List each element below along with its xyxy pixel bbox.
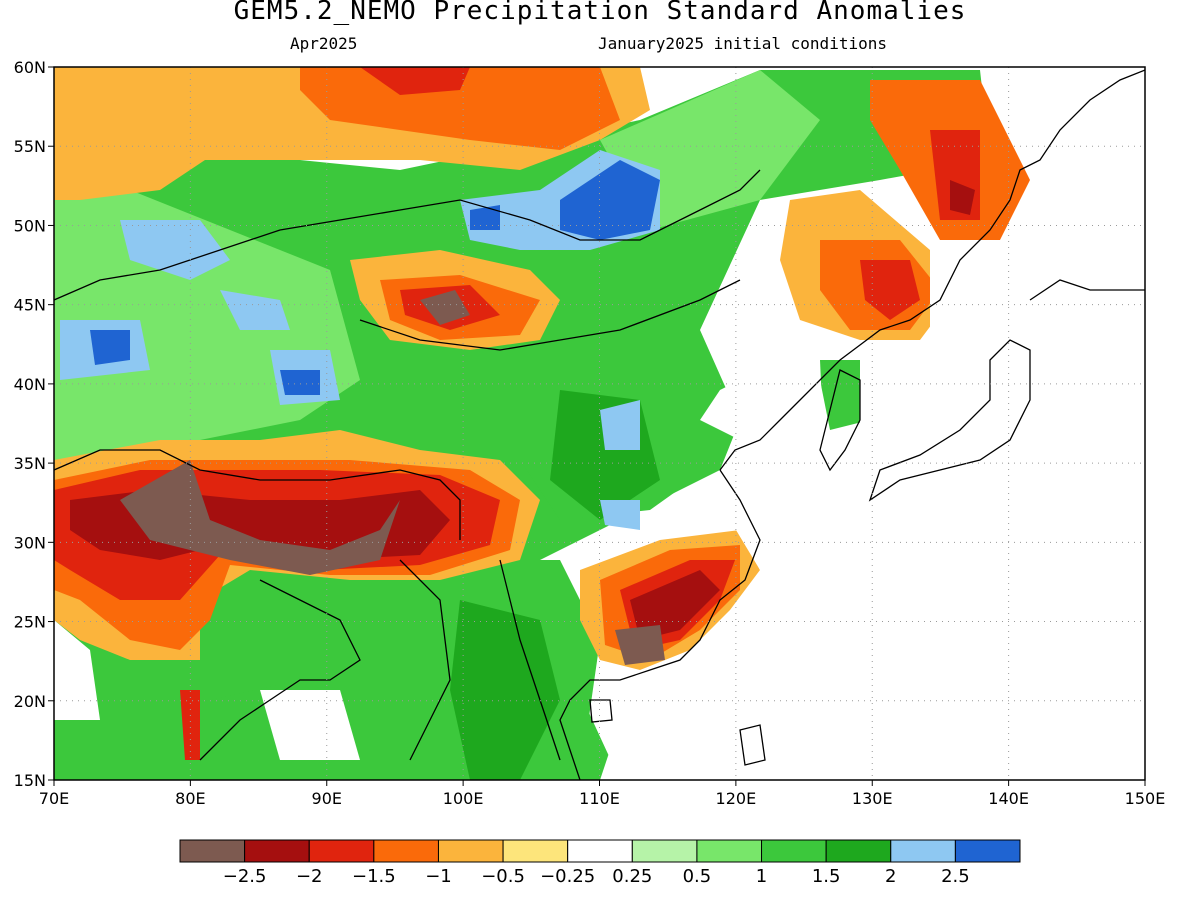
lat-tick-label: 40N <box>14 375 46 394</box>
colorbar-label: 1.5 <box>812 866 841 887</box>
colorbar-swatch <box>631 839 698 863</box>
lon-tick-label: 70E <box>39 789 69 808</box>
colorbar-label: −0.25 <box>540 866 595 887</box>
colorbar-swatch <box>890 839 956 863</box>
colorbar-label: 0.5 <box>683 866 712 887</box>
colorbar-swatch <box>825 839 892 863</box>
colorbar-swatch <box>179 839 246 863</box>
colorbar-swatch <box>761 839 827 863</box>
colorbar-swatch <box>308 839 375 863</box>
forecast-month: Apr2025 <box>290 34 358 53</box>
lon-tick-label: 140E <box>988 789 1029 808</box>
lat-tick-label: 35N <box>14 454 46 473</box>
lat-tick-label: 15N <box>14 771 46 790</box>
colorbar-swatch <box>567 839 633 863</box>
lat-tick-label: 50N <box>14 216 46 235</box>
colorbar-label: −2 <box>296 866 323 887</box>
lat-tick-label: 60N <box>14 58 46 77</box>
lon-tick-label: 100E <box>443 789 484 808</box>
colorbar-label: −2.5 <box>223 866 267 887</box>
colorbar-label: −1 <box>425 866 452 887</box>
gridlines <box>54 67 1145 780</box>
anomaly-field <box>54 67 1145 780</box>
map-title: GEM5.2_NEMO Precipitation Standard Anoma… <box>233 0 967 26</box>
lat-tick-label: 55N <box>14 137 46 156</box>
coastlines <box>54 69 1145 780</box>
lat-tick-label: 30N <box>14 533 46 552</box>
colorbar-swatch <box>244 839 310 863</box>
colorbar-label: 0.25 <box>612 866 652 887</box>
lon-tick-label: 90E <box>312 789 342 808</box>
lon-tick-label: 80E <box>175 789 205 808</box>
colorbar-label: 2 <box>885 866 896 887</box>
lon-tick-label: 130E <box>852 789 893 808</box>
colorbar-label: 2.5 <box>941 866 970 887</box>
colorbar-swatch <box>502 839 569 863</box>
lon-tick-label: 110E <box>579 789 620 808</box>
colorbar-swatch <box>954 839 1021 863</box>
lat-tick-label: 20N <box>14 692 46 711</box>
colorbar-label: −1.5 <box>352 866 396 887</box>
colorbar-label: 1 <box>756 866 767 887</box>
lon-tick-label: 150E <box>1125 789 1166 808</box>
colorbar-swatch <box>696 839 763 863</box>
lat-tick-label: 25N <box>14 613 46 632</box>
colorbar-swatch <box>373 839 439 863</box>
lat-tick-label: 45N <box>14 296 46 315</box>
colorbar-swatch <box>437 839 504 863</box>
axis-ticks: 70E 80E 90E 100E 110E 120E 130E 140E 150E 60N 55N 5… <box>14 58 1166 808</box>
colorbar: −2.5 −2 −1.5 −1 −0.5 −0.25 0.25 0.5 1 1.5 2 2.5 <box>179 839 1021 887</box>
lon-tick-label: 120E <box>716 789 757 808</box>
initial-conditions: January2025 initial conditions <box>598 34 887 53</box>
colorbar-label: −0.5 <box>481 866 525 887</box>
